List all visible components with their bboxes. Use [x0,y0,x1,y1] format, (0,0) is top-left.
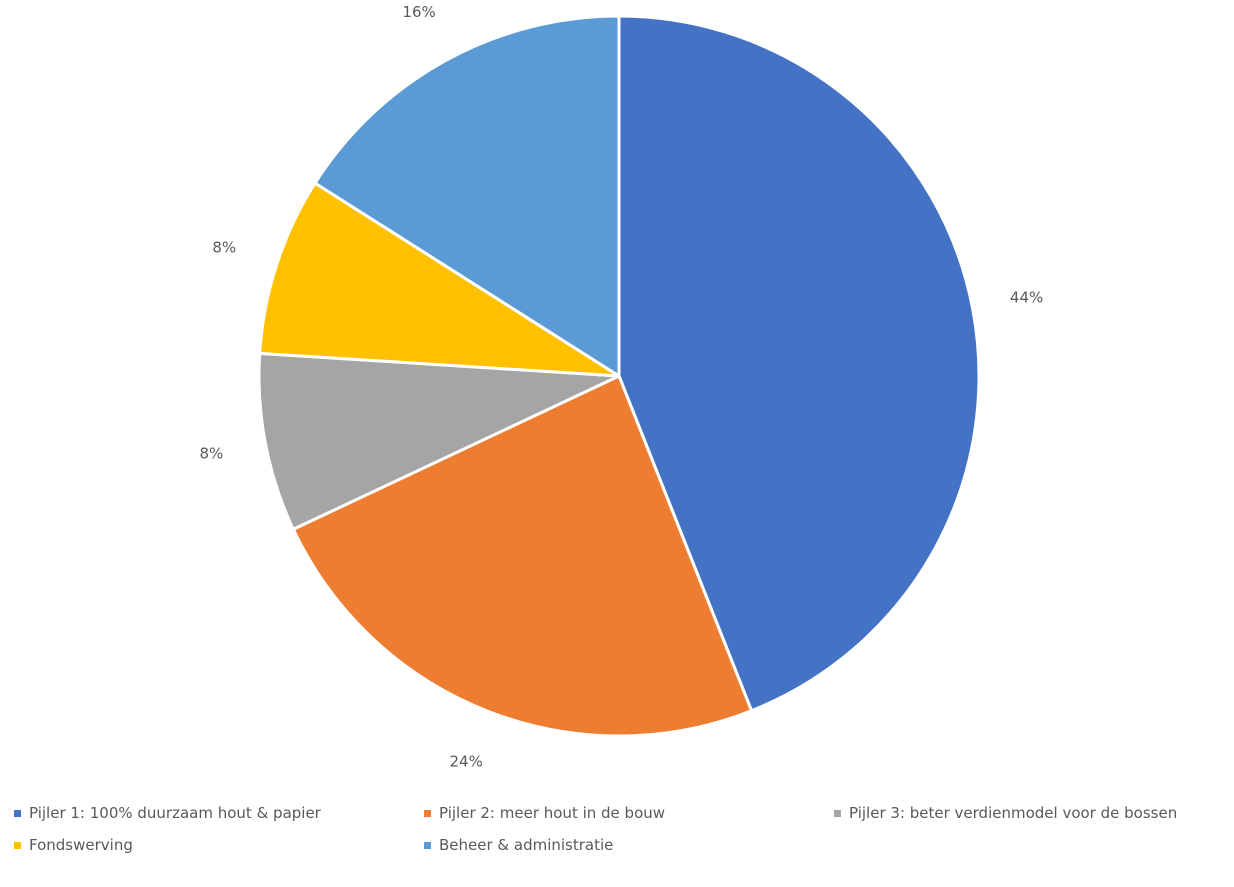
legend-label-pijler-3: Pijler 3: beter verdienmodel voor de bos… [849,804,1178,822]
data-label-pijler-3-beter-verdienmodel-voor-de-bossen: 8% [200,444,224,462]
legend-label-pijler-1: Pijler 1: 100% duurzaam hout & papier [29,804,321,822]
chart-legend: Pijler 1: 100% duurzaam hout & papier Pi… [14,803,1234,855]
legend-item: Pijler 3: beter verdienmodel voor de bos… [834,803,1234,823]
legend-label-beheer: Beheer & administratie [439,836,614,854]
legend-label-pijler-2: Pijler 2: meer hout in de bouw [439,804,666,822]
legend-item: Pijler 1: 100% duurzaam hout & papier [14,803,424,823]
legend-item: Beheer & administratie [424,835,834,855]
pie-slice-fondswerving [258,181,621,378]
legend-swatch-pijler-1 [14,809,21,817]
legend-label-fondswerving: Fondswerving [29,836,133,854]
pie-slice-pijler-2-meer-hout-in-de-bouw [291,374,754,738]
legend-swatch-fondswerving [14,841,21,849]
pie-slice-beheer-administratie [313,14,621,378]
data-label-pijler-1-100-duurzaam-hout-papier: 44% [1010,289,1043,307]
pie-chart-canvas: 44% 24% 8% 8% 16% [200,3,1044,771]
legend-item: Pijler 2: meer hout in de bouw [424,803,834,823]
data-label-fondswerving: 8% [212,238,236,256]
pie-slice-pijler-3-beter-verdienmodel-voor-de-bossen [257,351,621,531]
legend-swatch-beheer [424,841,431,849]
data-label-pijler-2-meer-hout-in-de-bouw: 24% [450,752,483,770]
legend-swatch-pijler-2 [424,809,431,817]
legend-item: Fondswerving [14,835,424,855]
data-label-beheer-administratie: 16% [402,3,435,21]
pie-slice-pijler-1-100-duurzaam-hout-papier [617,14,981,713]
legend-swatch-pijler-3 [834,809,841,817]
